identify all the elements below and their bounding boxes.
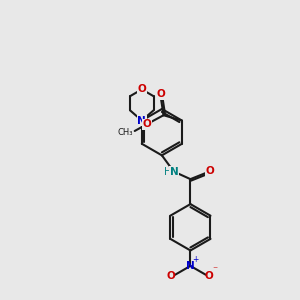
- Text: O: O: [137, 84, 146, 94]
- Text: O: O: [205, 167, 214, 176]
- Text: O: O: [205, 271, 213, 281]
- Text: O: O: [157, 89, 166, 99]
- Text: +: +: [193, 256, 199, 265]
- Text: N: N: [186, 261, 195, 271]
- Text: O: O: [142, 119, 151, 129]
- Text: H: H: [164, 167, 172, 177]
- Text: CH₃: CH₃: [117, 128, 133, 137]
- Text: O: O: [167, 271, 175, 281]
- Text: ⁻: ⁻: [212, 266, 218, 276]
- Text: N: N: [137, 116, 146, 126]
- Text: N: N: [170, 167, 179, 177]
